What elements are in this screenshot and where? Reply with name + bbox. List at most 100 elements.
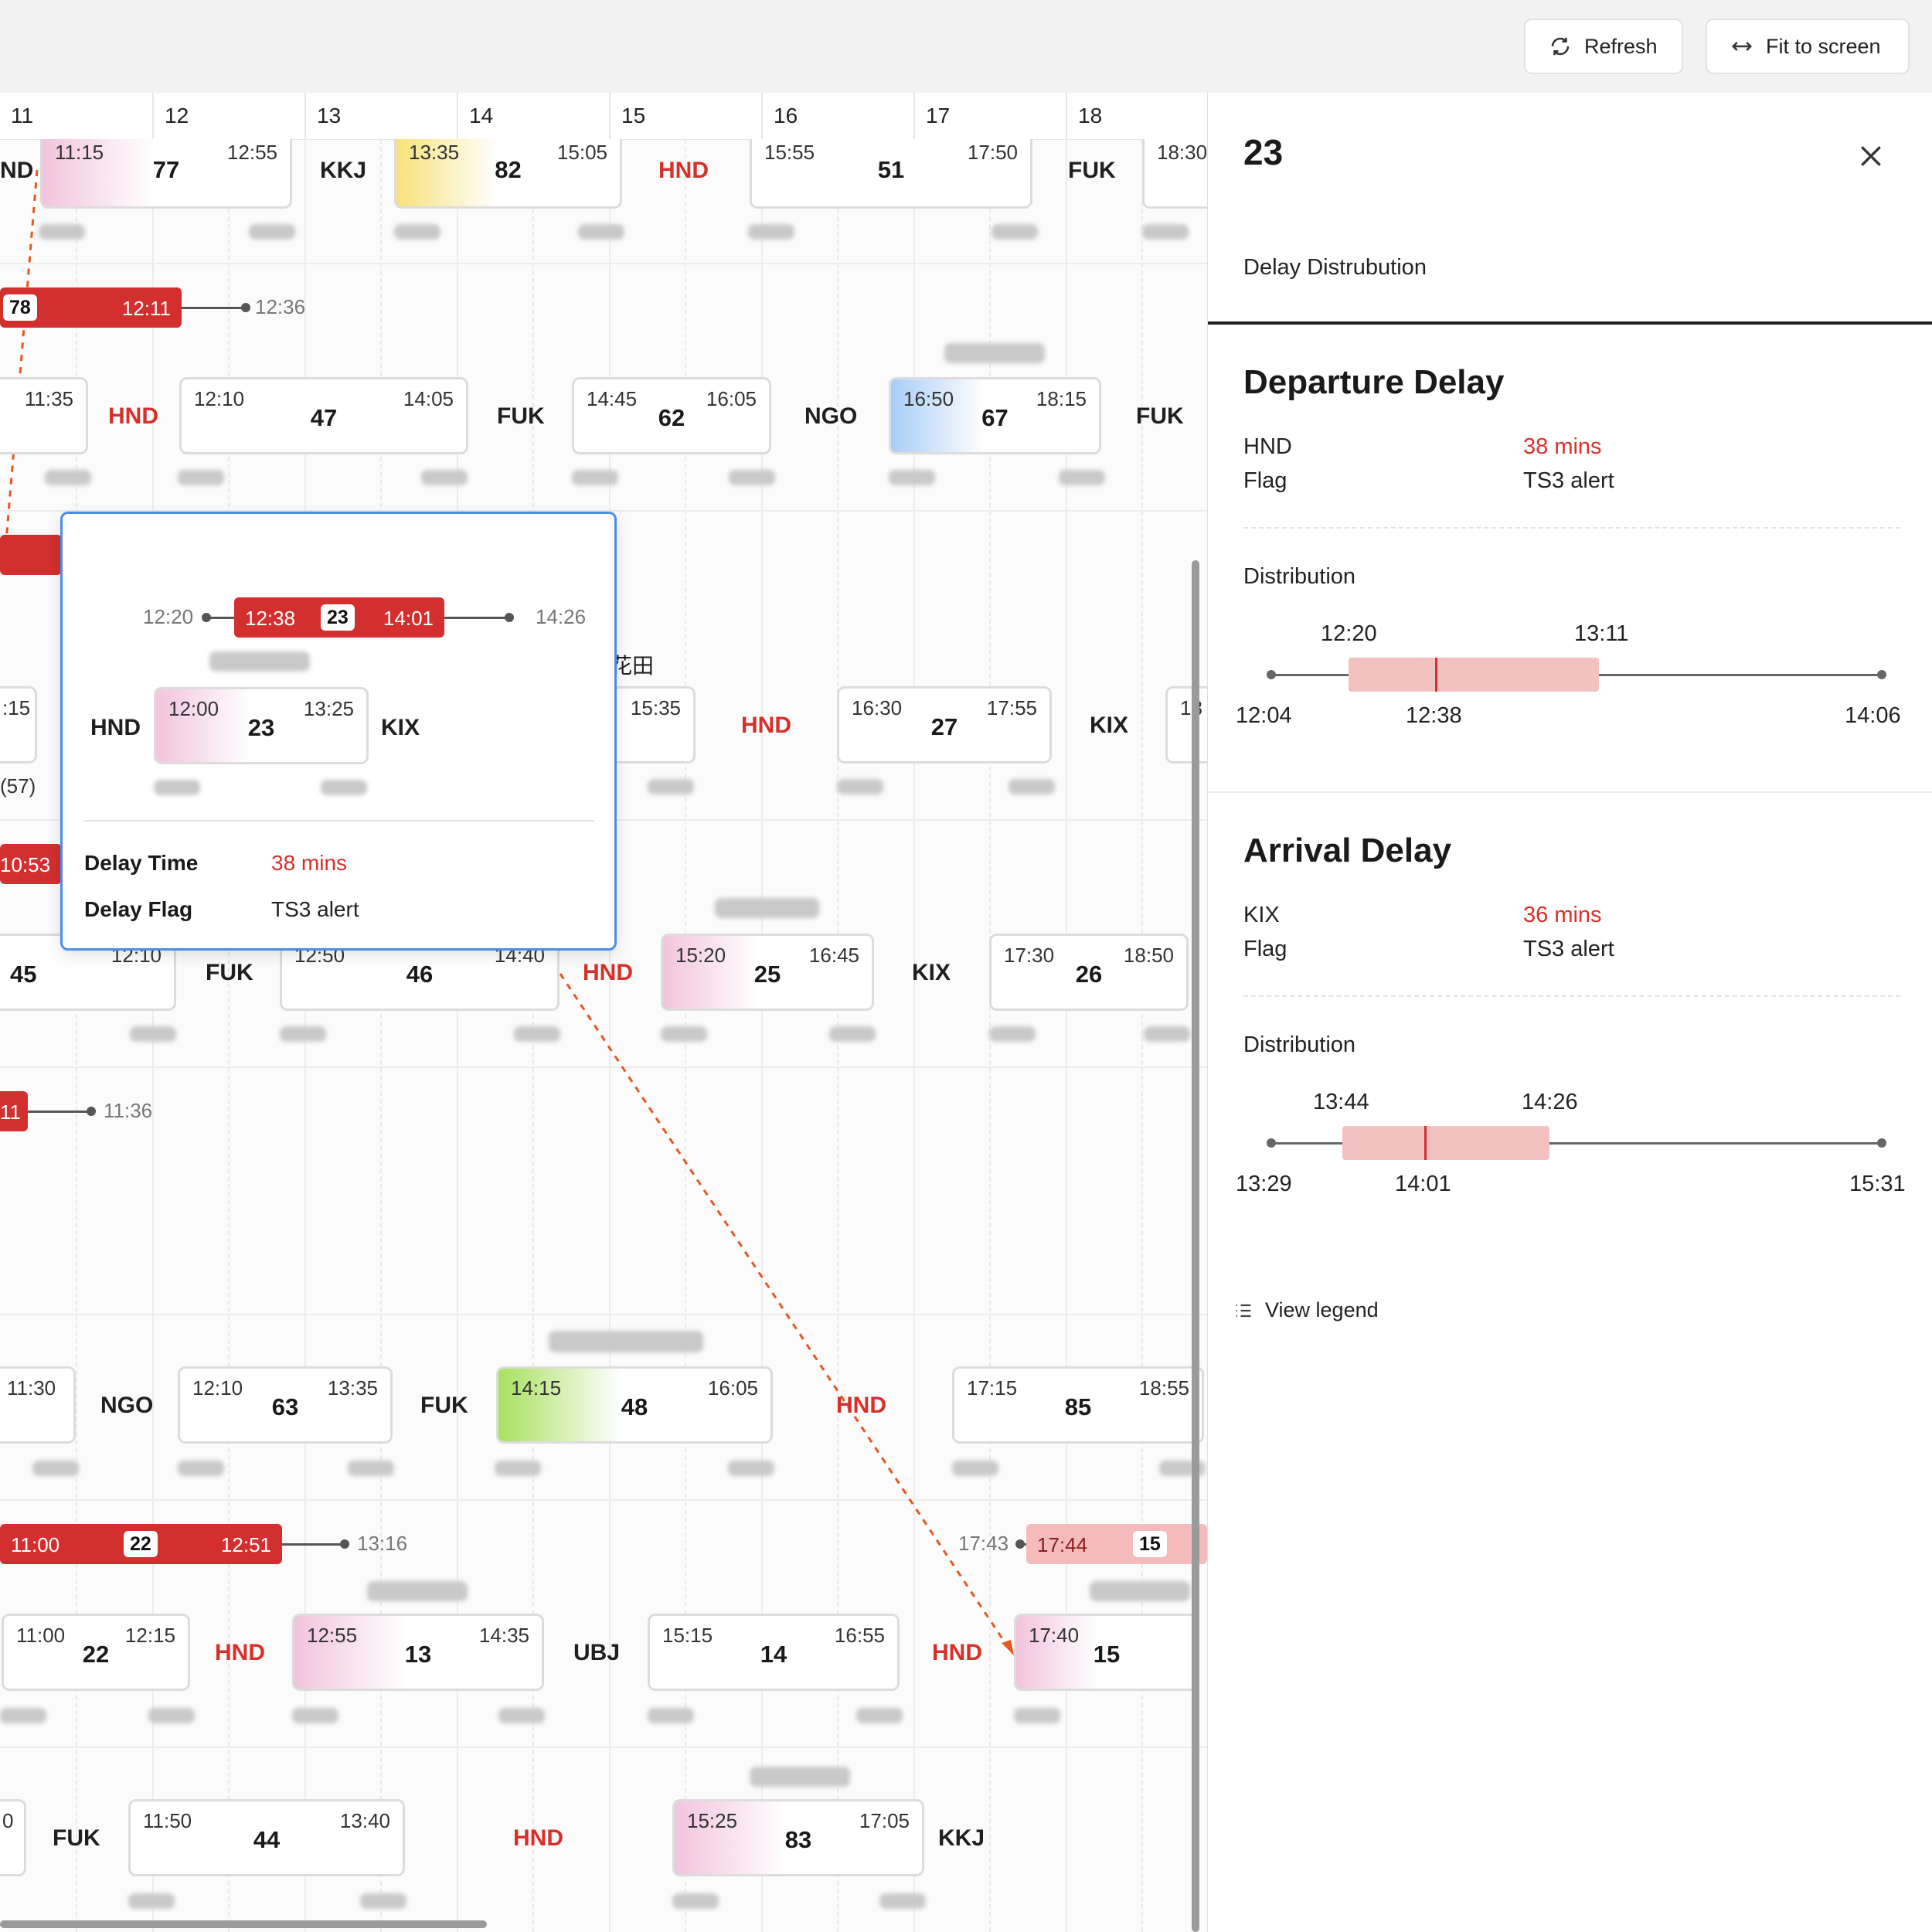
- flight-card[interactable]: 15:25 17:05 83: [672, 1799, 924, 1876]
- tab-indicator: [1208, 321, 1932, 325]
- delay-bar[interactable]: 17:44 15: [1026, 1524, 1207, 1564]
- flight-card[interactable]: 15:55 17:50 51: [750, 139, 1032, 209]
- airport-code: FUK: [1068, 158, 1116, 183]
- flight-number: 44: [253, 1826, 281, 1853]
- flight-number: 22: [82, 1641, 110, 1668]
- blurred-label: [321, 780, 367, 795]
- airport-name: 花田: [611, 654, 655, 678]
- flight-arrival-time: 15:05: [556, 141, 607, 164]
- airport-code: FUK: [420, 1393, 468, 1418]
- flight-card[interactable]: 17:40 15: [1014, 1614, 1199, 1691]
- airport-code: HND: [108, 403, 158, 429]
- airport-code: FUK: [1136, 403, 1184, 429]
- flight-card[interactable]: 12:10 14:05 47: [179, 377, 468, 454]
- flight-number: 27: [930, 713, 958, 740]
- delay-bar[interactable]: 12:38 23 14:01: [234, 597, 444, 638]
- flight-card[interactable]: :15: [0, 686, 37, 764]
- close-icon[interactable]: [1855, 141, 1886, 172]
- flight-number: 67: [981, 404, 1009, 431]
- delay-end-time: 10:53: [0, 853, 51, 876]
- flight-card[interactable]: 15:15 16:55 14: [648, 1614, 900, 1691]
- blurred-label: [648, 779, 694, 794]
- delay-whisker: [444, 617, 506, 619]
- row-divider: [0, 1066, 1207, 1068]
- airport-code: KIX: [912, 960, 951, 985]
- row-divider: [0, 1499, 1207, 1501]
- divider: [1243, 995, 1900, 997]
- blurred-label: [394, 224, 440, 240]
- departure-airport: HND: [1243, 434, 1292, 459]
- flight-departure-time: 16:50: [903, 387, 954, 410]
- delay-bar[interactable]: 10:53: [0, 844, 62, 884]
- flight-card[interactable]: 15:20 16:45 25: [661, 934, 874, 1011]
- flight-card[interactable]: 11:50 13:40 44: [128, 1799, 405, 1876]
- blurred-label: [1144, 1026, 1190, 1042]
- blurred-label: [661, 1026, 707, 1042]
- flight-departure-time: 0: [2, 1809, 14, 1832]
- flight-card[interactable]: 0: [0, 1799, 26, 1876]
- airport-code: NGO: [100, 1393, 154, 1418]
- flight-card[interactable]: 16:30 17:55 27: [837, 686, 1052, 764]
- blurred-label: [1142, 224, 1189, 240]
- flight-card[interactable]: 11:35: [0, 377, 88, 454]
- median-label: 14:01: [1395, 1172, 1451, 1196]
- delay-whisker: [206, 617, 236, 619]
- blurred-label: [367, 1581, 468, 1601]
- flight-card[interactable]: 16:50 18:15 67: [889, 377, 1101, 454]
- flight-departure-time: 13:35: [409, 141, 460, 164]
- blurred-label: [348, 1461, 394, 1476]
- airport-code: FUK: [497, 403, 545, 429]
- flight-card[interactable]: 18:30: [1142, 139, 1207, 209]
- delay-bar[interactable]: 11:00 22 12:51: [0, 1524, 282, 1564]
- blurred-label: [514, 1026, 560, 1042]
- flight-card[interactable]: 13:35 15:05 82: [394, 139, 622, 209]
- whisker-time: 17:43: [958, 1532, 1009, 1555]
- flight-card[interactable]: 11:30: [0, 1366, 76, 1444]
- flight-card[interactable]: 12:00 13:25 23: [154, 687, 369, 764]
- flight-number: 15: [1093, 1641, 1121, 1668]
- flight-card[interactable]: 11:00 12:15 22: [2, 1614, 190, 1691]
- blurred-label: [1009, 779, 1055, 794]
- flight-departure-time: 14:45: [587, 387, 638, 410]
- blurred-label: [39, 224, 85, 240]
- delay-bar[interactable]: [0, 535, 62, 575]
- vertical-scrollbar[interactable]: [1192, 560, 1199, 1932]
- flight-detail-popover[interactable]: 12:20 12:38 23 14:01 14:26 HND 12:00 13:…: [60, 512, 617, 951]
- blurred-label: [672, 1893, 719, 1909]
- blurred-label: [1090, 1581, 1190, 1601]
- flight-card[interactable]: 12:55 14:35 13: [292, 1614, 544, 1691]
- flight-card[interactable]: 12:10 13:35 63: [178, 1366, 393, 1444]
- distribution-label: Distribution: [1243, 564, 1356, 589]
- min-label: 12:04: [1236, 703, 1292, 728]
- blurred-label: [572, 470, 618, 485]
- refresh-button[interactable]: Refresh: [1524, 19, 1683, 74]
- flight-departure-time: 11:15: [55, 141, 104, 164]
- flight-card[interactable]: 18: [1165, 686, 1207, 764]
- flight-departure-time: 17:15: [967, 1376, 1018, 1400]
- gantt-chart[interactable]: 11 12 13 14 15 16 17 18 ND 11:15 12:55 7…: [0, 93, 1207, 1932]
- flight-card[interactable]: 15:35: [603, 686, 696, 764]
- delay-bar[interactable]: 11: [0, 1091, 28, 1131]
- flight-card[interactable]: 17:30 18:50 26: [989, 934, 1189, 1011]
- flight-card[interactable]: 11:15 12:55 77: [40, 139, 292, 209]
- blurred-label: [992, 224, 1038, 240]
- flight-arrival-time: 12:15: [124, 1624, 175, 1647]
- delay-bar[interactable]: 78 12:11: [0, 287, 182, 328]
- fit-to-screen-button[interactable]: Fit to screen: [1706, 19, 1910, 74]
- grid-line: [1066, 139, 1067, 1932]
- horizontal-scrollbar[interactable]: [0, 1920, 487, 1928]
- view-legend-button[interactable]: View legend: [1233, 1298, 1379, 1322]
- flight-card[interactable]: 14:15 16:05 48: [496, 1366, 773, 1444]
- whisker-end: [505, 613, 514, 622]
- flight-departure-time: 12:10: [192, 1376, 243, 1400]
- grid-line: [609, 139, 611, 1932]
- flight-arrival-time: 18:55: [1138, 1376, 1189, 1400]
- distribution-label: Distribution: [1243, 1032, 1356, 1057]
- airport-code: HND: [513, 1825, 563, 1851]
- flight-card[interactable]: 17:15 18:55 85: [952, 1366, 1204, 1444]
- flight-arrival-time: 17:05: [859, 1809, 910, 1832]
- distribution-median: [1424, 1126, 1427, 1160]
- flight-card[interactable]: 14:45 16:05 62: [572, 377, 771, 454]
- flight-departure-time: 17:30: [1004, 944, 1055, 967]
- view-legend-label: View legend: [1265, 1298, 1379, 1321]
